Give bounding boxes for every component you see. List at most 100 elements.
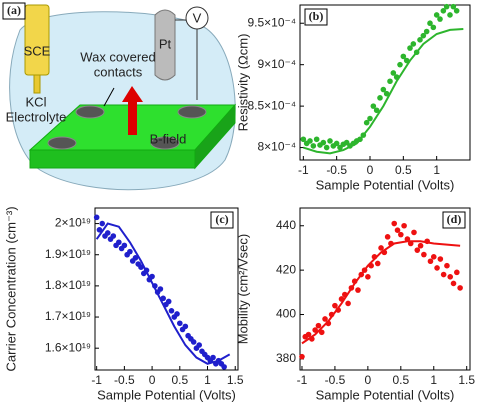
data-point [447,12,453,18]
data-point [110,233,116,239]
data-point [105,230,111,236]
data-point [387,78,393,84]
panel-a: (a) SCE KCl Electrolyte Pt V Wax covered… [3,3,235,190]
y-tick-label: 420 [276,262,296,276]
y-tick-label: 8×10⁻⁴ [257,140,296,154]
x-tick-label: 1 [433,163,440,177]
data-point [127,249,133,255]
data-point [447,274,453,280]
data-point [367,116,373,122]
bfield-label: B-field [150,131,187,146]
plot-frame [300,208,470,370]
data-point [434,265,440,271]
y-tick-label: 9.5×10⁻⁴ [247,15,296,29]
data-point [183,324,189,330]
data-point [322,316,328,322]
bfield-arrow [128,100,137,135]
data-point [377,95,383,101]
data-point [441,272,447,278]
contact [48,137,76,149]
data-point [428,258,434,264]
data-point [191,339,197,345]
data-point [395,227,401,233]
data-point [411,41,417,47]
sce-electrode [25,5,49,75]
data-point [414,247,420,253]
y-tick-label: 2×10¹⁹ [55,216,91,230]
sample-front [30,150,195,168]
y-axis-label: Mobility (cm²/Vsec) [235,234,250,345]
y-tick-label: 1.7×10¹⁹ [45,309,91,323]
data-point [116,239,122,245]
wax-label: contacts [94,64,143,79]
data-point [437,16,443,22]
x-tick-label: -0.5 [114,373,135,387]
data-point [375,261,381,267]
data-point [431,254,437,260]
x-axis-label: Sample Potential (Volts) [316,387,455,402]
figure: (a) SCE KCl Electrolyte Pt V Wax covered… [0,0,481,406]
data-point [327,138,333,144]
data-point [99,221,105,227]
data-point [398,232,404,238]
x-tick-label: 0.5 [171,373,188,387]
y-tick-label: 1.9×10¹⁹ [45,247,91,261]
data-point [345,301,351,307]
data-point [438,256,444,262]
data-point [316,323,322,329]
x-tick-label: 1 [430,373,437,387]
data-point [174,311,180,317]
data-point [221,364,227,370]
contact [178,106,206,118]
data-point [418,243,424,249]
data-point [307,138,313,144]
data-point [94,215,100,221]
x-tick-label: -1 [298,163,309,177]
y-tick-label: 380 [276,351,296,365]
sce-tip [34,75,40,93]
sce-label: SCE [24,43,51,58]
data-point [355,287,361,293]
x-axis-label: Sample Potential (Volts) [316,177,455,192]
y-tick-label: 440 [276,218,296,232]
data-point [421,252,427,258]
data-point [385,234,391,240]
kcl-label: KCl [26,94,47,109]
panel-label: (a) [7,3,21,17]
data-point [169,308,175,314]
data-point [444,263,450,269]
data-point [166,299,172,305]
plot-frame [300,5,470,160]
data-point [299,354,305,360]
contact [76,106,104,118]
data-point [411,230,417,236]
page: (a) SCE KCl Electrolyte Pt V Wax covered… [0,0,481,406]
data-point [210,355,216,361]
y-axis-label: Resistivity (Ωcm) [235,34,250,132]
data-point [431,25,437,31]
x-tick-label: 0 [367,163,374,177]
data-point [397,62,403,68]
x-tick-label: 0 [149,373,156,387]
data-point [324,145,330,151]
x-tick-label: 1.5 [458,373,475,387]
data-point [444,4,450,10]
plot-frame [95,208,238,370]
y-tick-label: 8.5×10⁻⁴ [247,98,296,112]
panel-label: (d) [447,212,462,226]
data-point [424,29,430,35]
data-point [454,8,460,14]
data-point [332,303,338,309]
x-tick-label: 0.5 [395,163,412,177]
x-tick-label: -0.5 [325,373,346,387]
data-point [311,143,317,149]
x-tick-label: 0.5 [392,373,409,387]
data-point [454,270,460,276]
y-tick-label: 400 [276,307,296,321]
y-tick-label: 1.8×10¹⁹ [45,278,91,292]
v-label: V [193,10,202,25]
data-point [401,223,407,229]
